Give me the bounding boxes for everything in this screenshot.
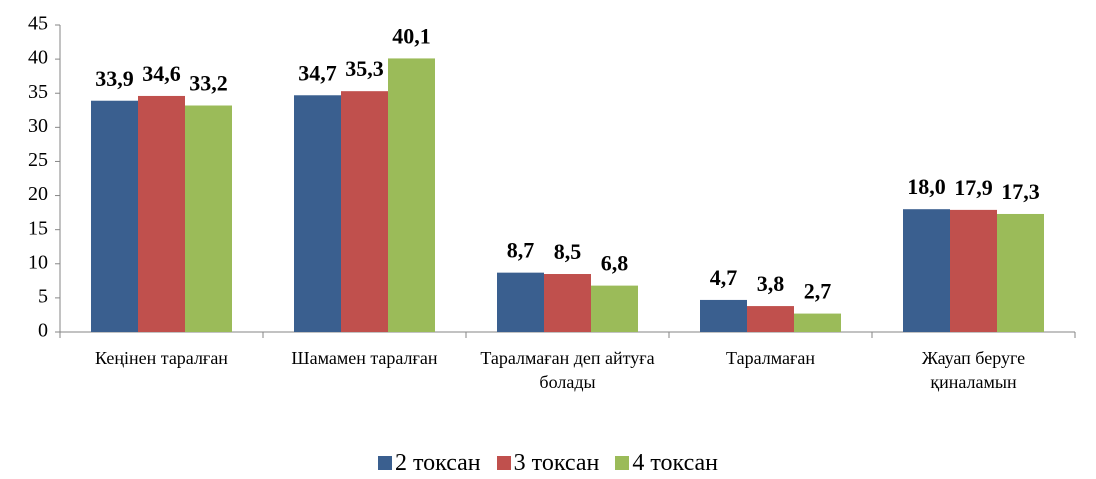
- bar: [950, 209, 997, 332]
- x-tick-label: Жауап беруге қиналамын: [921, 348, 1026, 392]
- y-tick-label: 25: [28, 149, 48, 171]
- data-label: 8,7: [507, 238, 535, 263]
- data-label: 8,5: [554, 239, 582, 264]
- bar: [591, 285, 638, 332]
- bar: [185, 105, 232, 332]
- bar: [91, 100, 138, 332]
- bar: [388, 58, 435, 332]
- data-label: 18,0: [907, 174, 946, 199]
- legend-item: 3 токсан: [496, 450, 600, 476]
- data-label: 33,2: [189, 71, 228, 96]
- bar: [794, 313, 841, 332]
- y-tick-label: 5: [38, 285, 48, 307]
- data-label: 4,7: [710, 265, 738, 290]
- y-tick-label: 40: [28, 47, 48, 69]
- legend-label: 2 токсан: [394, 450, 481, 476]
- x-tick-label: Таралмаған: [726, 348, 815, 368]
- bar: [294, 95, 341, 332]
- bar: [341, 91, 388, 332]
- data-label: 17,9: [954, 175, 993, 200]
- data-label: 33,9: [95, 66, 134, 91]
- data-label: 17,3: [1001, 179, 1040, 204]
- legend-label: 3 токсан: [513, 450, 600, 476]
- y-tick-label: 10: [28, 251, 48, 273]
- y-tick-label: 15: [28, 217, 48, 239]
- data-label: 40,1: [392, 23, 431, 48]
- y-tick-label: 35: [28, 81, 48, 103]
- legend-swatch: [496, 456, 511, 470]
- legend-label: 4 токсан: [632, 450, 719, 476]
- bar: [997, 213, 1044, 332]
- x-tick-label: Кеңінен таралған: [95, 348, 228, 368]
- bar: [903, 209, 950, 332]
- bar: [700, 299, 747, 332]
- data-label: 3,8: [757, 271, 785, 296]
- data-label: 2,7: [804, 279, 832, 304]
- legend-swatch: [377, 456, 392, 470]
- data-label: 35,3: [345, 56, 384, 81]
- legend-swatch: [615, 456, 630, 470]
- legend: 2 токсан 3 токсан 4 токсан: [0, 450, 1096, 477]
- data-label: 6,8: [601, 251, 629, 276]
- legend-item: 2 токсан: [377, 450, 481, 476]
- x-tick-label: Таралмаған деп айтуға болады: [480, 348, 655, 392]
- y-tick-label: 30: [28, 115, 48, 137]
- data-label: 34,7: [298, 60, 337, 85]
- y-tick-label: 45: [28, 13, 48, 35]
- x-tick-label: Шамамен таралған: [291, 348, 438, 368]
- bar: [747, 306, 794, 332]
- data-label: 34,6: [142, 61, 181, 86]
- bar: [544, 274, 591, 332]
- legend-item: 4 токсан: [615, 450, 718, 476]
- bar: [497, 272, 544, 332]
- y-tick-label: 20: [28, 183, 48, 205]
- y-tick-label: 0: [38, 320, 48, 342]
- bar: [138, 95, 185, 332]
